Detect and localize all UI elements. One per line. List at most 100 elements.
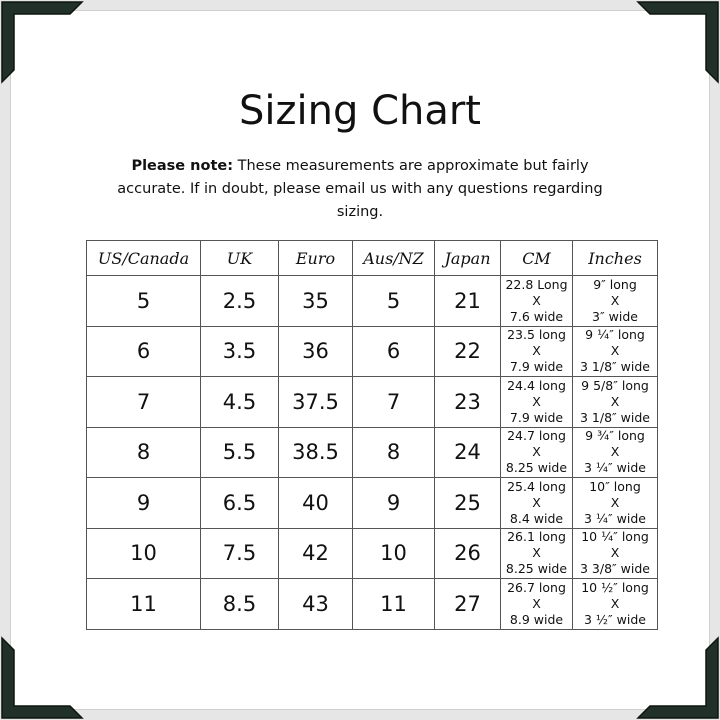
size-cell: 25 xyxy=(434,477,501,529)
measurement-line: 8.25 wide xyxy=(505,460,568,476)
size-cell: 7 xyxy=(86,376,201,428)
size-cell: 26 xyxy=(434,527,501,579)
measurement-line: 7.9 wide xyxy=(509,359,564,375)
size-cell: 40 xyxy=(278,477,353,529)
column-header: Inches xyxy=(572,240,658,276)
measurement-line: 7.6 wide xyxy=(509,308,564,324)
size-cell: 6 xyxy=(86,325,201,377)
size-cell: 8.5 xyxy=(200,578,279,630)
size-cell: 5 xyxy=(86,275,201,327)
measurement-line: X xyxy=(532,444,541,460)
size-cell: 22 xyxy=(434,325,501,377)
table-row: 7 4.5 37.5 7 23 24.4 long X 7.9 wide 9 5/8″ long… xyxy=(86,376,658,428)
size-cell: 9 xyxy=(86,477,201,529)
measurement-cell: 26.7 long X 8.9 wide xyxy=(500,578,573,630)
table-row: 5 2.5 35 5 21 22.8 Long X 7.6 wide 9″ long X 3″ wi… xyxy=(86,275,658,327)
measurement-cell: 9″ long X 3″ wide xyxy=(572,275,658,327)
measurement-line: 9″ long xyxy=(593,276,637,292)
measurement-line: 9 ¾″ long xyxy=(585,428,645,444)
measurement-line: X xyxy=(610,545,620,561)
measurement-line: X xyxy=(532,343,541,359)
size-cell: 27 xyxy=(434,578,501,630)
table-row: 9 6.5 40 9 25 25.4 long X 8.4 wide 10″ long X 3 ¼″… xyxy=(86,477,658,529)
size-cell: 21 xyxy=(434,275,501,327)
measurement-line: X xyxy=(610,494,620,510)
header-row: US/Canada UK Euro Aus/NZ Japan CM Inches xyxy=(86,240,658,276)
size-cell: 10 xyxy=(86,527,201,579)
measurement-line: 25.4 long xyxy=(507,478,566,494)
size-cell: 6.5 xyxy=(200,477,279,529)
size-cell: 24 xyxy=(434,426,501,478)
size-table: US/Canada UK Euro Aus/NZ Japan CM Inches 5 2.5 3… xyxy=(86,240,658,630)
measurement-line: X xyxy=(532,494,541,510)
measurement-line: X xyxy=(610,292,620,308)
size-cell: 37.5 xyxy=(278,376,353,428)
measurement-line: 3 1/8″ wide xyxy=(579,409,650,425)
measurement-cell: 10″ long X 3 ¼″ wide xyxy=(572,477,658,529)
size-cell: 7 xyxy=(352,376,435,428)
size-cell: 36 xyxy=(278,325,353,377)
note: Please note: These measurements are appr… xyxy=(110,155,610,224)
table-row: 10 7.5 42 10 26 26.1 long X 8.25 wide 10 ¼″ long… xyxy=(86,527,658,579)
measurement-line: 22.8 Long xyxy=(505,276,568,292)
measurement-line: 3 1/8″ wide xyxy=(579,359,650,375)
size-cell: 11 xyxy=(352,578,435,630)
measurement-line: 23.5 long xyxy=(507,327,566,343)
table-row: 11 8.5 43 11 27 26.7 long X 8.9 wide 10 ½″ long X… xyxy=(86,578,658,630)
measurement-line: 24.7 long xyxy=(507,428,566,444)
measurement-line: 3 ¼″ wide xyxy=(583,460,646,476)
measurement-line: 10 ¼″ long xyxy=(581,529,649,545)
measurement-line: 3 3/8″ wide xyxy=(579,561,650,577)
size-cell: 43 xyxy=(278,578,353,630)
measurement-cell: 9 5/8″ long X 3 1/8″ wide xyxy=(572,376,658,428)
measurement-cell: 10 ¼″ long X 3 3/8″ wide xyxy=(572,527,658,579)
size-cell: 23 xyxy=(434,376,501,428)
title: Sizing Chart xyxy=(239,88,481,134)
measurement-line: X xyxy=(610,595,620,611)
measurement-line: 24.4 long xyxy=(507,377,566,393)
column-header: Japan xyxy=(434,240,501,276)
measurement-cell: 22.8 Long X 7.6 wide xyxy=(500,275,573,327)
size-cell: 5 xyxy=(352,275,435,327)
note-label: Please note: xyxy=(131,158,234,174)
column-header: UK xyxy=(200,240,279,276)
measurement-line: X xyxy=(610,343,620,359)
measurement-line: X xyxy=(532,393,541,409)
size-cell: 2.5 xyxy=(200,275,279,327)
column-header: US/Canada xyxy=(86,240,201,276)
measurement-line: X xyxy=(610,393,620,409)
measurement-cell: 24.7 long X 8.25 wide xyxy=(500,426,573,478)
size-cell: 11 xyxy=(86,578,201,630)
measurement-cell: 9 ¼″ long X 3 1/8″ wide xyxy=(572,325,658,377)
measurement-line: X xyxy=(532,545,541,561)
size-cell: 5.5 xyxy=(200,426,279,478)
measurement-cell: 26.1 long X 8.25 wide xyxy=(500,527,573,579)
measurement-line: 8.25 wide xyxy=(505,561,568,577)
size-cell: 7.5 xyxy=(200,527,279,579)
measurement-line: 3 ½″ wide xyxy=(583,611,646,627)
table-row: 6 3.5 36 6 22 23.5 long X 7.9 wide 9 ¼″ long X 3 1… xyxy=(86,325,658,377)
size-cell: 4.5 xyxy=(200,376,279,428)
table-row: 8 5.5 38.5 8 24 24.7 long X 8.25 wide 9 ¾″ long X… xyxy=(86,426,658,478)
measurement-line: X xyxy=(532,595,541,611)
measurement-line: 8.4 wide xyxy=(509,510,564,526)
measurement-line: 3″ wide xyxy=(592,308,638,324)
measurement-line: 8.9 wide xyxy=(509,611,564,627)
measurement-line: 7.9 wide xyxy=(509,409,564,425)
measurement-cell: 23.5 long X 7.9 wide xyxy=(500,325,573,377)
measurement-line: 10″ long xyxy=(589,478,641,494)
measurement-cell: 9 ¾″ long X 3 ¼″ wide xyxy=(572,426,658,478)
measurement-line: 9 ¼″ long xyxy=(585,327,645,343)
size-cell: 8 xyxy=(86,426,201,478)
size-cell: 35 xyxy=(278,275,353,327)
note-text: These measurements are approximate but f… xyxy=(117,158,603,220)
size-cell: 6 xyxy=(352,325,435,377)
measurement-line: 26.1 long xyxy=(507,529,566,545)
size-cell: 42 xyxy=(278,527,353,579)
measurement-line: 3 ¼″ wide xyxy=(583,510,646,526)
measurement-cell: 24.4 long X 7.9 wide xyxy=(500,376,573,428)
size-cell: 3.5 xyxy=(200,325,279,377)
measurement-line: 9 5/8″ long xyxy=(581,377,649,393)
